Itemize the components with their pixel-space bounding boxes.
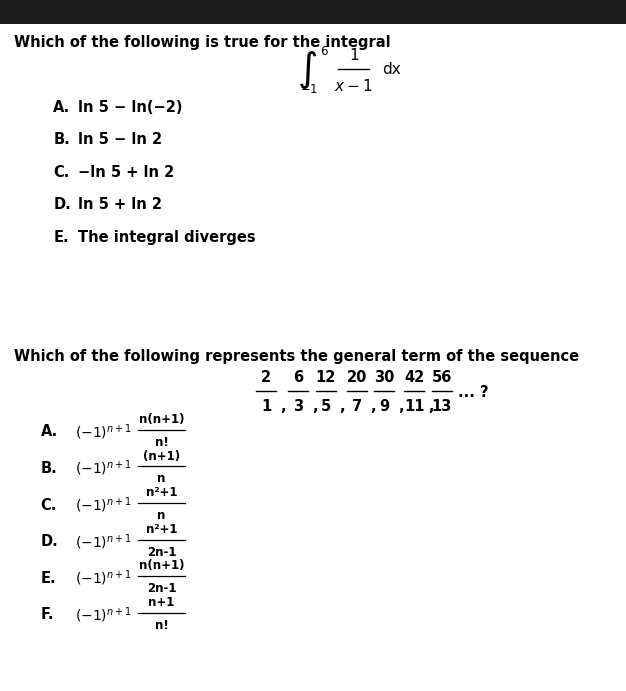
Text: D.: D. (53, 197, 71, 212)
Text: $(-1)^{n+1}$: $(-1)^{n+1}$ (75, 569, 132, 588)
Text: (n+1): (n+1) (143, 450, 180, 462)
Text: Which of the following is true for the integral: Which of the following is true for the i… (14, 35, 391, 50)
Text: ,: , (312, 399, 317, 414)
Text: n+1: n+1 (148, 596, 175, 609)
Text: A.: A. (41, 424, 58, 439)
Text: 30: 30 (374, 370, 394, 386)
Text: $x-1$: $x-1$ (334, 77, 373, 94)
Text: 1: 1 (349, 48, 359, 63)
Text: ,: , (371, 399, 376, 414)
Text: 13: 13 (432, 399, 452, 414)
Text: n: n (157, 473, 166, 485)
Text: E.: E. (41, 571, 56, 586)
Text: $(-1)^{n+1}$: $(-1)^{n+1}$ (75, 495, 132, 515)
Text: n!: n! (155, 436, 168, 448)
Text: $-1$: $-1$ (300, 84, 319, 96)
Text: The integral diverges: The integral diverges (78, 229, 256, 245)
Text: ,: , (428, 399, 434, 414)
Text: n!: n! (155, 619, 168, 632)
Text: ln 5 + ln 2: ln 5 + ln 2 (78, 197, 162, 212)
Text: n²+1: n²+1 (146, 523, 177, 536)
Text: n: n (157, 509, 166, 522)
Text: ,: , (398, 399, 404, 414)
Text: 1: 1 (261, 399, 271, 414)
Text: $(-1)^{n+1}$: $(-1)^{n+1}$ (75, 422, 132, 442)
Text: 6: 6 (293, 370, 303, 386)
Text: $(-1)^{n+1}$: $(-1)^{n+1}$ (75, 532, 132, 551)
Text: ... ?: ... ? (458, 385, 489, 400)
Text: ,: , (339, 399, 345, 414)
Text: 11: 11 (404, 399, 424, 414)
Text: 5: 5 (321, 399, 331, 414)
Text: 9: 9 (379, 399, 389, 414)
Text: ln 5 − ln 2: ln 5 − ln 2 (78, 132, 162, 147)
Text: 2n-1: 2n-1 (146, 546, 177, 558)
Text: $(-1)^{n+1}$: $(-1)^{n+1}$ (75, 459, 132, 478)
Text: n²+1: n²+1 (146, 486, 177, 499)
Text: n(n+1): n(n+1) (139, 560, 184, 572)
Text: 6: 6 (320, 45, 327, 57)
Text: 7: 7 (352, 399, 362, 414)
Text: 3: 3 (293, 399, 303, 414)
Text: A.: A. (53, 100, 71, 115)
Text: 42: 42 (404, 370, 424, 386)
Text: C.: C. (53, 164, 69, 180)
Text: ln 5 − ln(−2): ln 5 − ln(−2) (78, 100, 183, 115)
Text: Which of the following represents the general term of the sequence: Which of the following represents the ge… (14, 349, 579, 364)
Text: dx: dx (382, 61, 401, 77)
Text: 12: 12 (316, 370, 336, 386)
Text: 2n-1: 2n-1 (146, 583, 177, 595)
Text: F.: F. (41, 607, 54, 623)
Text: 56: 56 (432, 370, 452, 386)
Text: n(n+1): n(n+1) (139, 413, 184, 426)
Text: E.: E. (53, 229, 69, 245)
Text: ,: , (280, 399, 285, 414)
Bar (0, 0, 626, 24)
Text: 2: 2 (261, 370, 271, 386)
Text: B.: B. (53, 132, 70, 147)
Text: −ln 5 + ln 2: −ln 5 + ln 2 (78, 164, 175, 180)
Text: B.: B. (41, 461, 58, 476)
Text: D.: D. (41, 534, 58, 549)
Text: $\int$: $\int$ (297, 50, 317, 91)
Text: 20: 20 (347, 370, 367, 386)
Text: $(-1)^{n+1}$: $(-1)^{n+1}$ (75, 605, 132, 625)
Text: C.: C. (41, 498, 57, 513)
